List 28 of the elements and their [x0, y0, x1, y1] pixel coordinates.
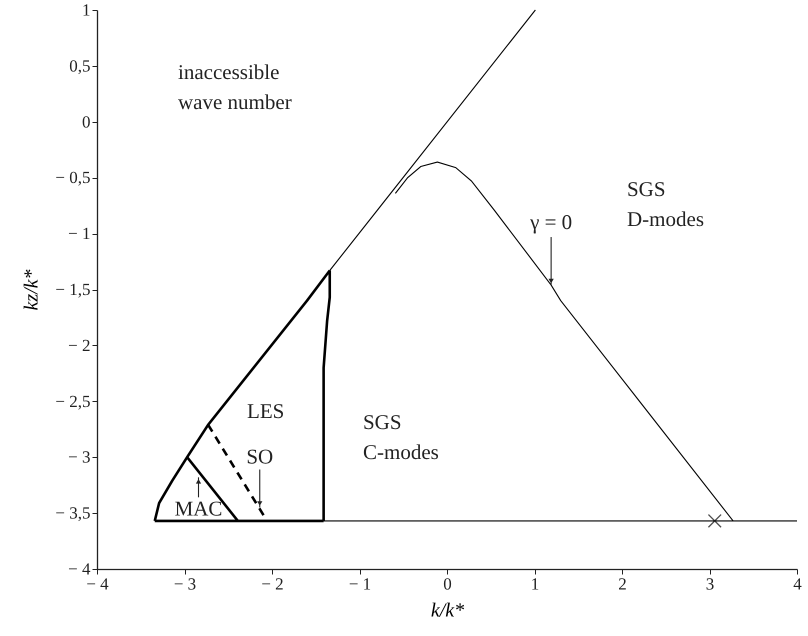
annotation: γ = 0 — [529, 210, 572, 234]
y-tick-label: − 3 — [68, 448, 90, 467]
annotation: SGS C-modes — [363, 410, 439, 464]
y-axis-title: kz/k* — [20, 269, 42, 311]
x-tick-label: 0 — [443, 574, 452, 594]
x-tick-label: − 3 — [174, 574, 196, 594]
y-tick-label: 0,5 — [69, 56, 90, 76]
annotation: inaccessible wave number — [178, 60, 292, 114]
annotation: MAC — [174, 496, 222, 520]
x-tick-label: 2 — [618, 574, 627, 594]
y-tick-label: − 2 — [68, 336, 90, 355]
x-tick-label: 3 — [706, 574, 714, 594]
x-tick-label: 1 — [530, 574, 540, 594]
x-axis-title: k/k* — [430, 600, 464, 622]
annotation: LES — [247, 399, 284, 423]
x-tick-label: − 1 — [348, 574, 372, 594]
y-tick-label: 1 — [82, 0, 90, 20]
y-tick-label: − 2,5 — [55, 392, 90, 411]
y-tick-label: − 0,5 — [55, 168, 90, 188]
y-tick-label: − 1,5 — [55, 280, 90, 299]
y-tick-label: 0 — [82, 112, 90, 132]
y-tick-label: − 3,5 — [55, 504, 90, 523]
x-tick-label: 4 — [793, 574, 802, 594]
annotation: SO — [246, 444, 274, 469]
y-tick-label: − 1 — [68, 224, 90, 244]
y-tick-label: − 4 — [68, 560, 91, 578]
x-tick-label: − 2 — [261, 574, 284, 594]
annotation: SGS D-modes — [627, 177, 704, 231]
